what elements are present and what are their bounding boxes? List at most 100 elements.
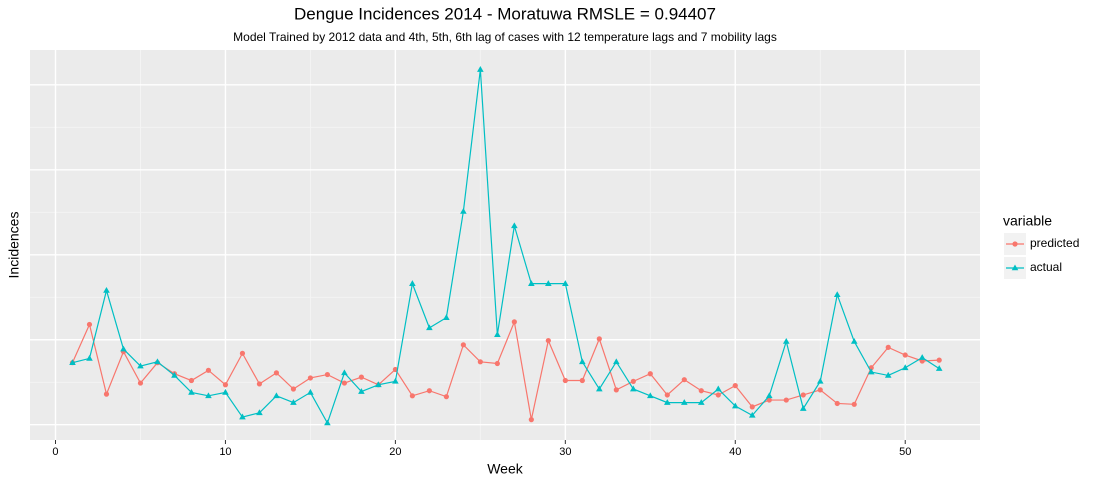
point xyxy=(188,377,195,384)
legend-label: actual xyxy=(1030,260,1062,274)
point xyxy=(817,387,823,393)
point xyxy=(834,400,840,407)
point xyxy=(663,399,671,405)
point xyxy=(545,280,552,286)
point xyxy=(630,378,636,384)
point xyxy=(290,399,297,405)
point xyxy=(307,388,314,395)
point xyxy=(647,392,654,399)
point xyxy=(477,66,484,72)
point xyxy=(273,370,280,376)
point xyxy=(596,385,603,392)
point xyxy=(579,358,586,365)
point xyxy=(171,371,178,378)
point xyxy=(613,387,619,393)
point xyxy=(273,392,280,399)
point xyxy=(375,381,382,388)
point xyxy=(426,324,433,331)
point xyxy=(749,404,755,410)
point xyxy=(222,388,229,395)
point xyxy=(188,388,195,395)
point xyxy=(715,392,721,398)
point xyxy=(748,411,756,418)
point xyxy=(307,375,314,381)
legend-label: predicted xyxy=(1030,236,1079,250)
point xyxy=(766,397,772,403)
point xyxy=(698,388,704,394)
point xyxy=(1012,241,1018,247)
point xyxy=(154,358,161,365)
point xyxy=(256,381,263,387)
point xyxy=(680,399,688,405)
point xyxy=(800,392,806,398)
point xyxy=(851,401,857,407)
point xyxy=(222,382,229,388)
point xyxy=(783,397,789,403)
point xyxy=(69,359,76,365)
point xyxy=(562,280,569,286)
point xyxy=(290,386,297,392)
point xyxy=(562,377,568,384)
point xyxy=(511,319,517,325)
x-tick-label: 40 xyxy=(729,446,741,458)
point xyxy=(205,367,212,373)
point xyxy=(324,371,331,378)
point xyxy=(664,392,670,398)
point xyxy=(239,350,246,356)
point xyxy=(137,362,144,369)
point xyxy=(341,380,348,386)
x-tick-label: 10 xyxy=(219,446,231,458)
point xyxy=(103,391,110,397)
legend-marker xyxy=(1011,264,1019,271)
point xyxy=(409,280,416,286)
point xyxy=(731,402,739,409)
x-tick-label: 20 xyxy=(389,446,401,458)
point xyxy=(86,354,93,361)
point xyxy=(460,342,466,348)
x-axis-title: Week xyxy=(487,461,524,477)
chart-subtitle: Model Trained by 2012 data and 4th, 5th,… xyxy=(233,30,777,44)
point xyxy=(596,336,602,342)
point xyxy=(477,359,483,365)
point xyxy=(392,377,399,384)
series-line xyxy=(71,319,940,420)
point xyxy=(630,385,637,392)
series-line xyxy=(72,69,940,425)
point xyxy=(460,207,467,214)
point xyxy=(137,380,144,386)
point xyxy=(936,357,942,363)
point xyxy=(732,383,738,389)
point xyxy=(884,371,892,378)
point xyxy=(867,368,875,375)
point xyxy=(765,392,773,399)
legend-marker xyxy=(1012,241,1018,247)
point xyxy=(239,413,246,420)
x-tick-label: 0 xyxy=(52,446,58,458)
point xyxy=(494,360,500,367)
x-tick-label: 50 xyxy=(899,446,911,458)
point xyxy=(918,354,926,360)
point xyxy=(341,369,348,376)
point xyxy=(850,337,858,344)
point xyxy=(613,358,620,365)
point xyxy=(714,385,722,392)
point xyxy=(528,280,535,286)
point xyxy=(782,337,790,344)
point xyxy=(494,331,501,337)
point xyxy=(511,222,518,229)
point xyxy=(443,394,449,400)
point xyxy=(324,419,331,426)
point xyxy=(358,374,364,380)
chart-title: Dengue Incidences 2014 - Moratuwa RMSLE … xyxy=(294,4,716,23)
point xyxy=(409,393,415,399)
point xyxy=(697,399,705,405)
point xyxy=(816,377,824,384)
point xyxy=(799,405,807,411)
point xyxy=(443,314,450,320)
point xyxy=(256,409,263,416)
point xyxy=(1011,264,1019,271)
point xyxy=(647,371,653,377)
legend-title: variable xyxy=(1003,213,1052,229)
point xyxy=(579,377,585,384)
